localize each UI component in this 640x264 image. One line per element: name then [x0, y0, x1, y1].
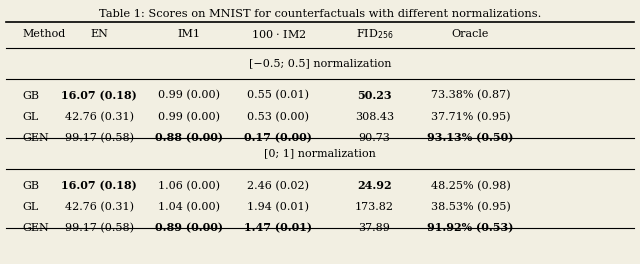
Text: GEN: GEN: [22, 223, 49, 233]
Text: 1.04 (0.00): 1.04 (0.00): [158, 202, 220, 212]
Text: 0.88 (0.00): 0.88 (0.00): [155, 132, 223, 143]
Text: 37.71% (0.95): 37.71% (0.95): [431, 111, 510, 122]
Text: 99.17 (0.58): 99.17 (0.58): [65, 133, 134, 143]
Text: 0.55 (0.01): 0.55 (0.01): [248, 90, 309, 101]
Text: GB: GB: [22, 91, 40, 101]
Text: Oracle: Oracle: [452, 29, 489, 39]
Text: 48.25% (0.98): 48.25% (0.98): [431, 181, 510, 191]
Text: Method: Method: [22, 29, 66, 39]
Text: 38.53% (0.95): 38.53% (0.95): [431, 202, 510, 212]
Text: 42.76 (0.31): 42.76 (0.31): [65, 202, 134, 212]
Text: 90.73: 90.73: [358, 133, 390, 143]
Text: 173.82: 173.82: [355, 202, 394, 212]
Text: 42.76 (0.31): 42.76 (0.31): [65, 111, 134, 122]
Text: 1.47 (0.01): 1.47 (0.01): [244, 223, 312, 234]
Text: Table 1: Scores on MNIST for counterfactuals with different normalizations.: Table 1: Scores on MNIST for counterfact…: [99, 9, 541, 19]
Text: GL: GL: [22, 112, 38, 122]
Text: 308.43: 308.43: [355, 112, 394, 122]
Text: GB: GB: [22, 181, 40, 191]
Text: 99.17 (0.58): 99.17 (0.58): [65, 223, 134, 233]
Text: 37.89: 37.89: [358, 223, 390, 233]
Text: EN: EN: [90, 29, 108, 39]
Text: GEN: GEN: [22, 133, 49, 143]
Text: 73.38% (0.87): 73.38% (0.87): [431, 90, 510, 101]
Text: 93.13% (0.50): 93.13% (0.50): [428, 132, 513, 143]
Text: 1.94 (0.01): 1.94 (0.01): [248, 202, 309, 212]
Text: 100 $\cdot$ IM2: 100 $\cdot$ IM2: [251, 28, 306, 40]
Text: 2.46 (0.02): 2.46 (0.02): [248, 181, 309, 191]
Text: GL: GL: [22, 202, 38, 212]
Text: 50.23: 50.23: [357, 90, 392, 101]
Text: FID$_{256}$: FID$_{256}$: [356, 27, 393, 41]
Text: 0.99 (0.00): 0.99 (0.00): [158, 111, 220, 122]
Text: [−0.5; 0.5] normalization: [−0.5; 0.5] normalization: [249, 58, 391, 68]
Text: 0.17 (0.00): 0.17 (0.00): [244, 132, 312, 143]
Text: 91.92% (0.53): 91.92% (0.53): [428, 223, 513, 234]
Text: 1.06 (0.00): 1.06 (0.00): [158, 181, 220, 191]
Text: 16.07 (0.18): 16.07 (0.18): [61, 90, 137, 101]
Text: 0.89 (0.00): 0.89 (0.00): [155, 223, 223, 234]
Text: 0.53 (0.00): 0.53 (0.00): [248, 111, 309, 122]
Text: 24.92: 24.92: [357, 180, 392, 191]
Text: [0; 1] normalization: [0; 1] normalization: [264, 149, 376, 159]
Text: IM1: IM1: [177, 29, 200, 39]
Text: 16.07 (0.18): 16.07 (0.18): [61, 180, 137, 191]
Text: 0.99 (0.00): 0.99 (0.00): [158, 90, 220, 101]
